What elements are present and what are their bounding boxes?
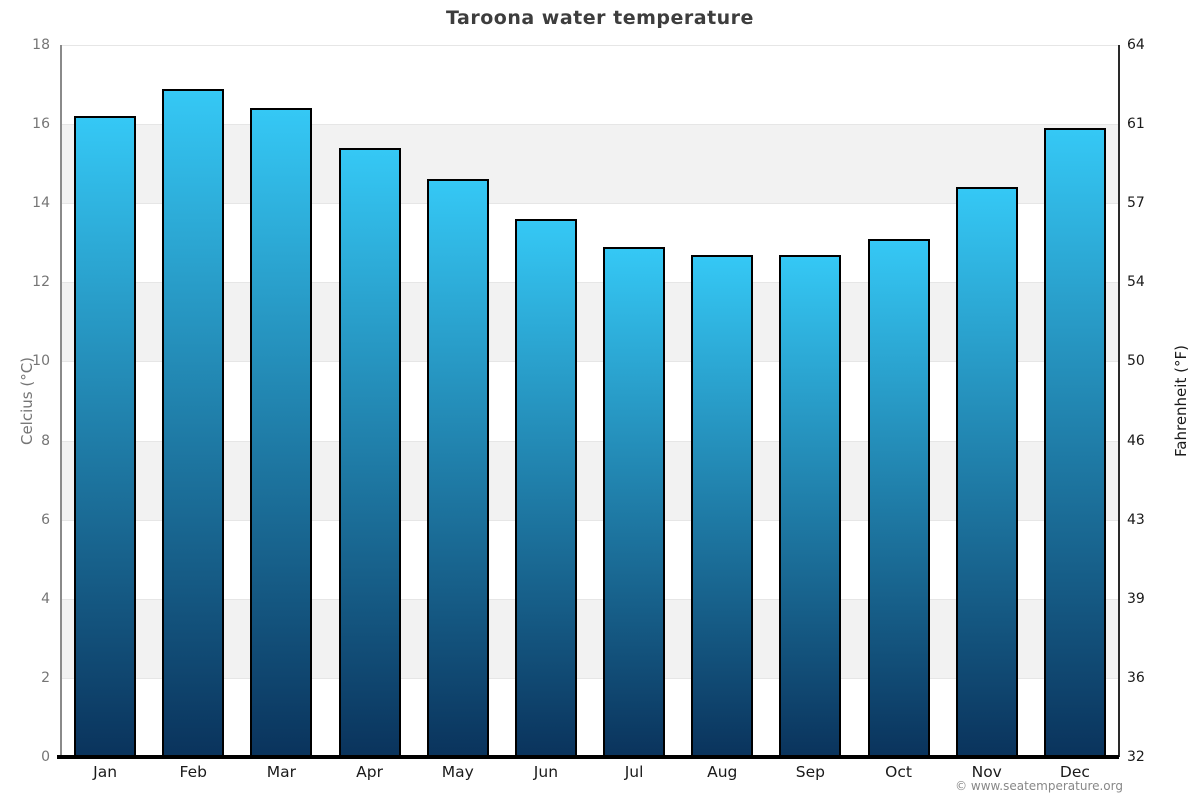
grid-band-14-12 <box>61 203 1119 283</box>
bar-dec <box>1043 128 1106 757</box>
y-tick-left-18: 18 <box>32 37 50 53</box>
y-tick-left-10: 10 <box>32 353 50 370</box>
y-tick-left-6: 6 <box>41 511 50 528</box>
x-label-apr: Apr <box>356 763 383 781</box>
y-tick-right-39: 39 <box>1127 590 1145 607</box>
y-tick-left-14: 14 <box>32 195 50 212</box>
y-tick-right-46: 46 <box>1127 432 1145 449</box>
left-axis-line <box>60 45 62 757</box>
footer-credit: © www.seatemperature.org <box>955 779 1123 793</box>
bar-jul <box>603 246 666 757</box>
x-label-aug: Aug <box>707 763 738 781</box>
x-label-oct: Oct <box>885 763 912 781</box>
y-tick-right-54: 54 <box>1127 274 1145 291</box>
x-label-jan: Jan <box>93 763 118 781</box>
x-label-feb: Feb <box>179 763 207 781</box>
y-tick-right-61: 61 <box>1127 116 1145 133</box>
x-label-mar: Mar <box>266 763 297 781</box>
bar-sep <box>779 254 842 757</box>
y-tick-left-4: 4 <box>41 590 50 607</box>
chart-title: Taroona water temperature <box>446 7 754 29</box>
left-axis-title: Celcius (°C) <box>18 356 36 446</box>
bar-nov <box>955 187 1018 757</box>
bar-oct <box>867 238 930 757</box>
y-tick-right-64: 64 <box>1127 37 1145 53</box>
grid-band-12-10 <box>61 282 1119 362</box>
right-axis-line <box>1118 45 1120 757</box>
grid-band-8-6 <box>61 440 1119 520</box>
y-tick-right-50: 50 <box>1127 353 1145 370</box>
bar-mar <box>250 108 313 757</box>
bar-apr <box>338 147 401 757</box>
grid-band-6-4 <box>61 519 1119 599</box>
plot-area <box>61 45 1119 757</box>
y-tick-right-57: 57 <box>1127 195 1145 212</box>
y-tick-left-12: 12 <box>32 274 50 291</box>
y-tick-left-0: 0 <box>41 749 50 765</box>
y-tick-left-2: 2 <box>41 669 50 686</box>
grid-band-10-8 <box>61 361 1119 441</box>
bar-aug <box>691 254 754 757</box>
bar-jan <box>74 116 137 757</box>
y-tick-right-32: 32 <box>1127 749 1145 765</box>
bar-jun <box>514 219 577 757</box>
x-label-sep: Sep <box>795 763 826 781</box>
grid-band-16-14 <box>61 124 1119 204</box>
bar-feb <box>162 88 225 757</box>
right-axis-title: Fahrenheit (°F) <box>1172 345 1190 457</box>
y-tick-left-8: 8 <box>41 432 50 449</box>
x-label-nov: Nov <box>971 763 1002 781</box>
grid-band-2-0 <box>61 677 1119 757</box>
x-label-jul: Jul <box>624 763 644 781</box>
grid-band-4-2 <box>61 598 1119 678</box>
y-tick-left-16: 16 <box>32 116 50 133</box>
bar-may <box>426 179 489 757</box>
x-label-may: May <box>441 763 474 781</box>
y-tick-right-43: 43 <box>1127 511 1145 528</box>
grid-band-18-16 <box>61 45 1119 125</box>
x-label-jun: Jun <box>533 763 559 781</box>
bottom-axis-line <box>57 755 1119 759</box>
x-label-dec: Dec <box>1059 763 1090 781</box>
y-tick-right-36: 36 <box>1127 669 1145 686</box>
